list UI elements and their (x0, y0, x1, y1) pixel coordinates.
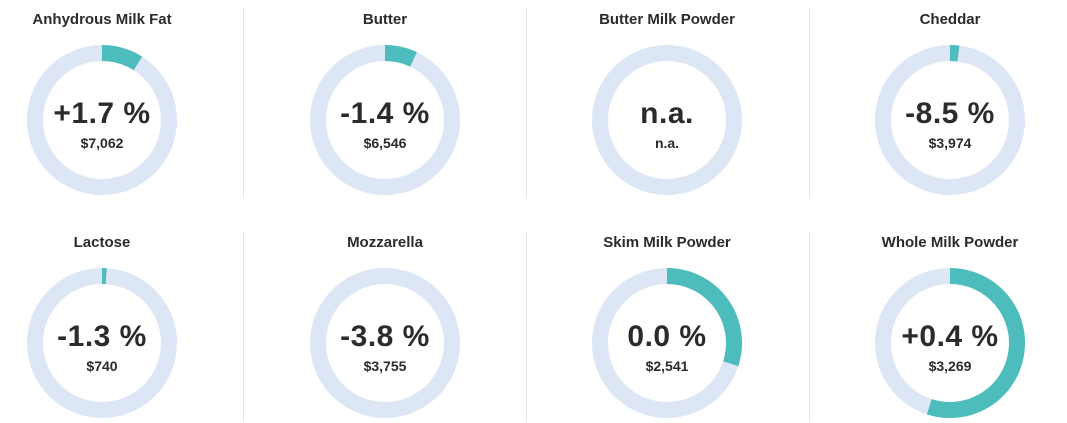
product-title: Cheddar (850, 11, 1050, 28)
column-divider (526, 8, 527, 198)
product-card: Butter Milk Powder n.a. n.a. (567, 0, 767, 200)
column-divider (809, 232, 810, 422)
product-card: Anhydrous Milk Fat +1.7 % $7,062 (2, 0, 202, 200)
product-title: Anhydrous Milk Fat (2, 11, 202, 28)
product-card: Lactose -1.3 % $740 (2, 223, 202, 423)
change-percent: +0.4 % (850, 320, 1050, 354)
change-percent: -1.3 % (2, 320, 202, 354)
price-value: $740 (2, 358, 202, 374)
donut-fill-arc (950, 53, 958, 54)
price-value: $2,541 (567, 358, 767, 374)
product-title: Butter (285, 11, 485, 28)
change-percent: -3.8 % (285, 320, 485, 354)
price-value: n.a. (567, 135, 767, 151)
column-divider (243, 8, 244, 198)
product-card: Cheddar -8.5 % $3,974 (850, 0, 1050, 200)
product-title: Lactose (2, 234, 202, 251)
change-percent: +1.7 % (2, 97, 202, 131)
product-title: Mozzarella (285, 234, 485, 251)
price-value: $6,546 (285, 135, 485, 151)
donut-fill-arc (385, 53, 414, 59)
price-value: $3,755 (285, 358, 485, 374)
product-card: Mozzarella -3.8 % $3,755 (285, 223, 485, 423)
column-divider (526, 232, 527, 422)
product-title: Skim Milk Powder (567, 234, 767, 251)
product-card: Skim Milk Powder 0.0 % $2,541 (567, 223, 767, 423)
change-percent: -1.4 % (285, 97, 485, 131)
change-percent: -8.5 % (850, 97, 1050, 131)
change-percent: 0.0 % (567, 320, 767, 354)
product-card: Whole Milk Powder +0.4 % $3,269 (850, 223, 1050, 423)
column-divider (809, 8, 810, 198)
product-title: Whole Milk Powder (850, 234, 1050, 251)
product-card: Butter -1.4 % $6,546 (285, 0, 485, 200)
donut-fill-arc (102, 53, 138, 63)
price-value: $3,974 (850, 135, 1050, 151)
price-value: $7,062 (2, 135, 202, 151)
column-divider (243, 232, 244, 422)
product-title: Butter Milk Powder (567, 11, 767, 28)
change-percent: n.a. (567, 97, 767, 131)
price-value: $3,269 (850, 358, 1050, 374)
